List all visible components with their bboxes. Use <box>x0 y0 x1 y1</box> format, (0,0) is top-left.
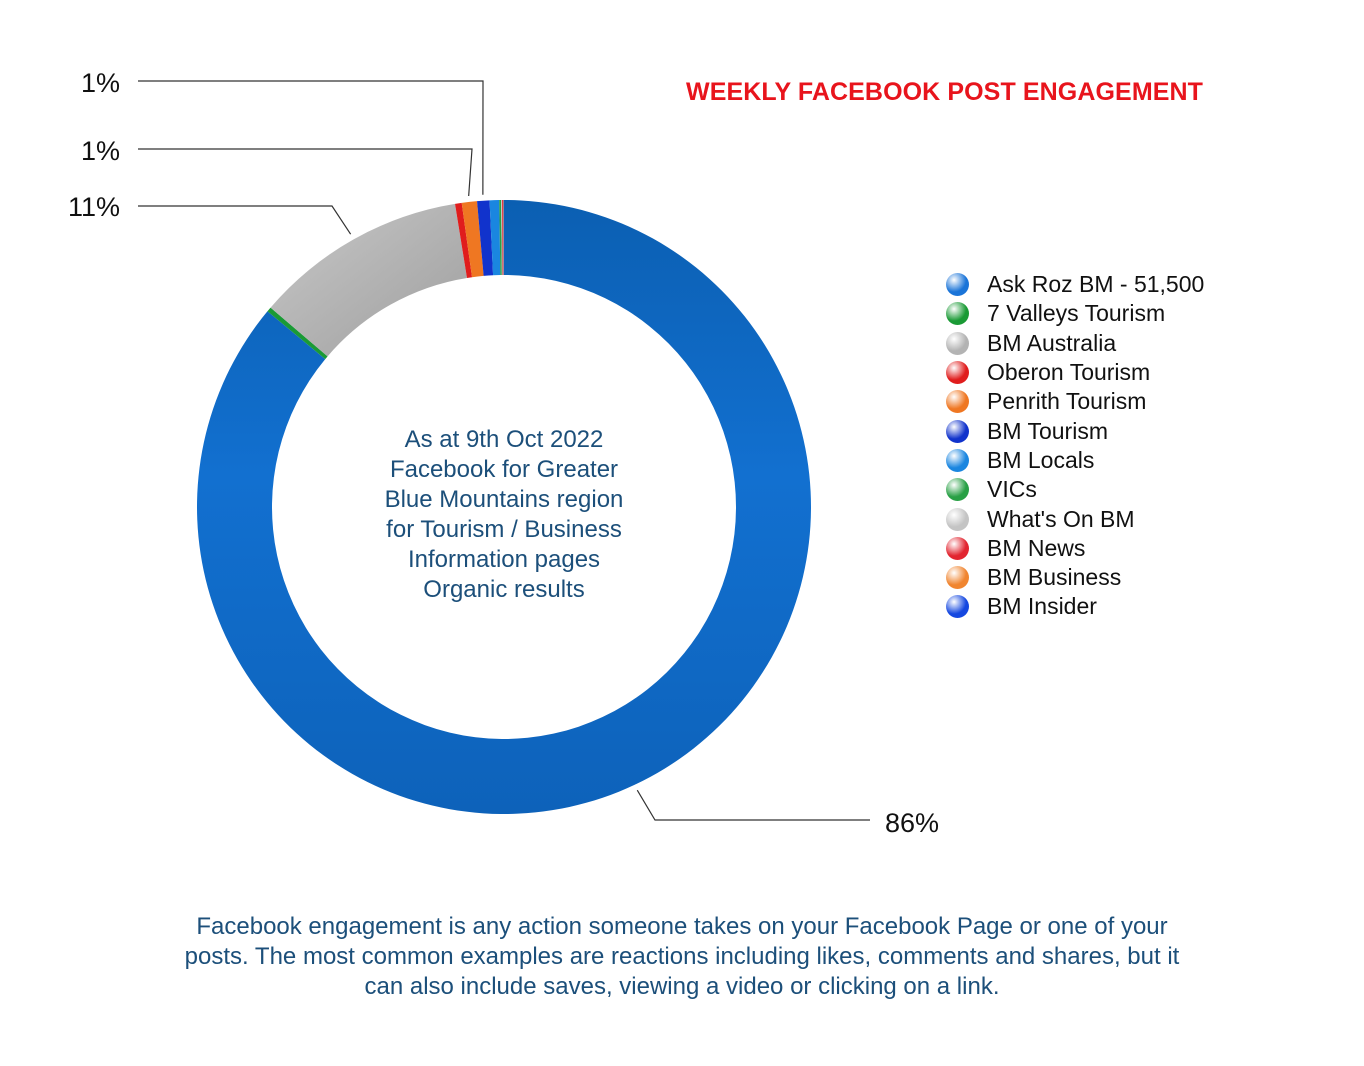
legend-item-what-s-on-bm: What's On BM <box>946 504 1204 533</box>
legend-swatch <box>946 273 969 297</box>
footer-note-line: can also include saves, viewing a video … <box>364 973 1000 1000</box>
legend-label: BM Business <box>987 564 1122 591</box>
footer-note-line: Facebook engagement is any action someon… <box>196 913 1168 940</box>
slice-bm-tourism <box>477 200 494 276</box>
legend-swatch <box>946 419 969 443</box>
data-label-bm-australia: 11% <box>68 192 120 222</box>
footer-note-line: posts. The most common examples are reac… <box>184 943 1180 970</box>
legend-item-bm-news: BM News <box>946 534 1204 563</box>
legend-label: BM Locals <box>987 446 1095 473</box>
legend-label: BM News <box>987 534 1086 561</box>
legend-label: VICs <box>987 476 1037 503</box>
center-note-line: Organic results <box>423 576 585 603</box>
footer-note: Facebook engagement is any action someon… <box>70 912 1294 1002</box>
legend-item-7-valleys-tourism: 7 Valleys Tourism <box>946 299 1204 328</box>
slice-bm-locals <box>489 200 501 276</box>
legend-label: BM Australia <box>987 329 1117 356</box>
legend-item-oberon-tourism: Oberon Tourism <box>946 358 1204 387</box>
legend-item-penrith-tourism: Penrith Tourism <box>946 387 1204 416</box>
legend-item-bm-tourism: BM Tourism <box>946 416 1204 445</box>
slice-7-valleys-tourism <box>267 307 328 360</box>
legend-swatch <box>946 331 969 355</box>
leader-line-penrith-tourism <box>138 148 473 197</box>
legend-swatch <box>946 448 969 472</box>
slice-bm-news <box>502 200 504 276</box>
legend-swatch <box>946 595 969 619</box>
legend-swatch <box>946 361 969 385</box>
legend-swatch <box>946 507 969 531</box>
center-note-line: As at 9th Oct 2022 <box>404 426 604 453</box>
donut-slices <box>196 200 811 814</box>
slice-bm-australia <box>270 203 467 357</box>
legend-item-bm-locals: BM Locals <box>946 446 1204 475</box>
legend-item-bm-insider: BM Insider <box>946 592 1204 621</box>
center-note-line: Blue Mountains region <box>384 486 624 513</box>
legend-swatch <box>946 536 969 560</box>
legend-swatch <box>946 478 969 502</box>
center-note: As at 9th Oct 2022 Facebook for Greater … <box>334 425 674 605</box>
chart-title: WEEKLY FACEBOOK POST ENGAGEMENT <box>686 78 1204 106</box>
slice-what-s-on-bm <box>501 200 503 276</box>
legend-swatch <box>946 302 969 326</box>
data-label-bm-tourism: 1% <box>81 68 120 98</box>
legend-swatch <box>946 566 969 590</box>
data-labels: 86% 11% 1% 1% <box>68 68 939 838</box>
slice-vics <box>499 200 502 276</box>
legend-item-ask-roz-bm-51-500: Ask Roz BM - 51,500 <box>946 270 1204 299</box>
leader-line-bm-tourism <box>138 80 484 195</box>
data-label-leaders <box>138 80 870 821</box>
legend-label: BM Tourism <box>987 417 1108 444</box>
legend-label: 7 Valleys Tourism <box>987 300 1166 327</box>
legend-item-bm-business: BM Business <box>946 563 1204 592</box>
center-note-line: for Tourism / Business <box>386 516 622 543</box>
legend-item-vics: VICs <box>946 475 1204 504</box>
center-note-line: Facebook for Greater <box>389 456 619 483</box>
legend-label: Oberon Tourism <box>987 359 1151 386</box>
slice-oberon-tourism <box>455 202 473 278</box>
slice-bm-business <box>503 200 504 276</box>
legend-label: What's On BM <box>987 505 1135 532</box>
data-label-penrith-tourism: 1% <box>81 136 120 166</box>
data-label-ask-roz-bm-51-500: 86% <box>885 808 939 838</box>
leader-line-ask-roz-bm-51-500 <box>636 789 870 821</box>
slice-penrith-tourism <box>461 201 484 278</box>
legend-label: Ask Roz BM - 51,500 <box>987 271 1205 298</box>
legend-label: BM Insider <box>987 593 1097 620</box>
legend-swatch <box>946 390 969 414</box>
chart-legend: Ask Roz BM - 51,500 7 Valleys Tourism BM A… <box>946 270 1204 622</box>
legend-label: Penrith Tourism <box>987 388 1147 415</box>
legend-item-bm-australia: BM Australia <box>946 329 1204 358</box>
center-note-line: Information pages <box>407 546 601 573</box>
leader-line-bm-australia <box>138 205 352 235</box>
